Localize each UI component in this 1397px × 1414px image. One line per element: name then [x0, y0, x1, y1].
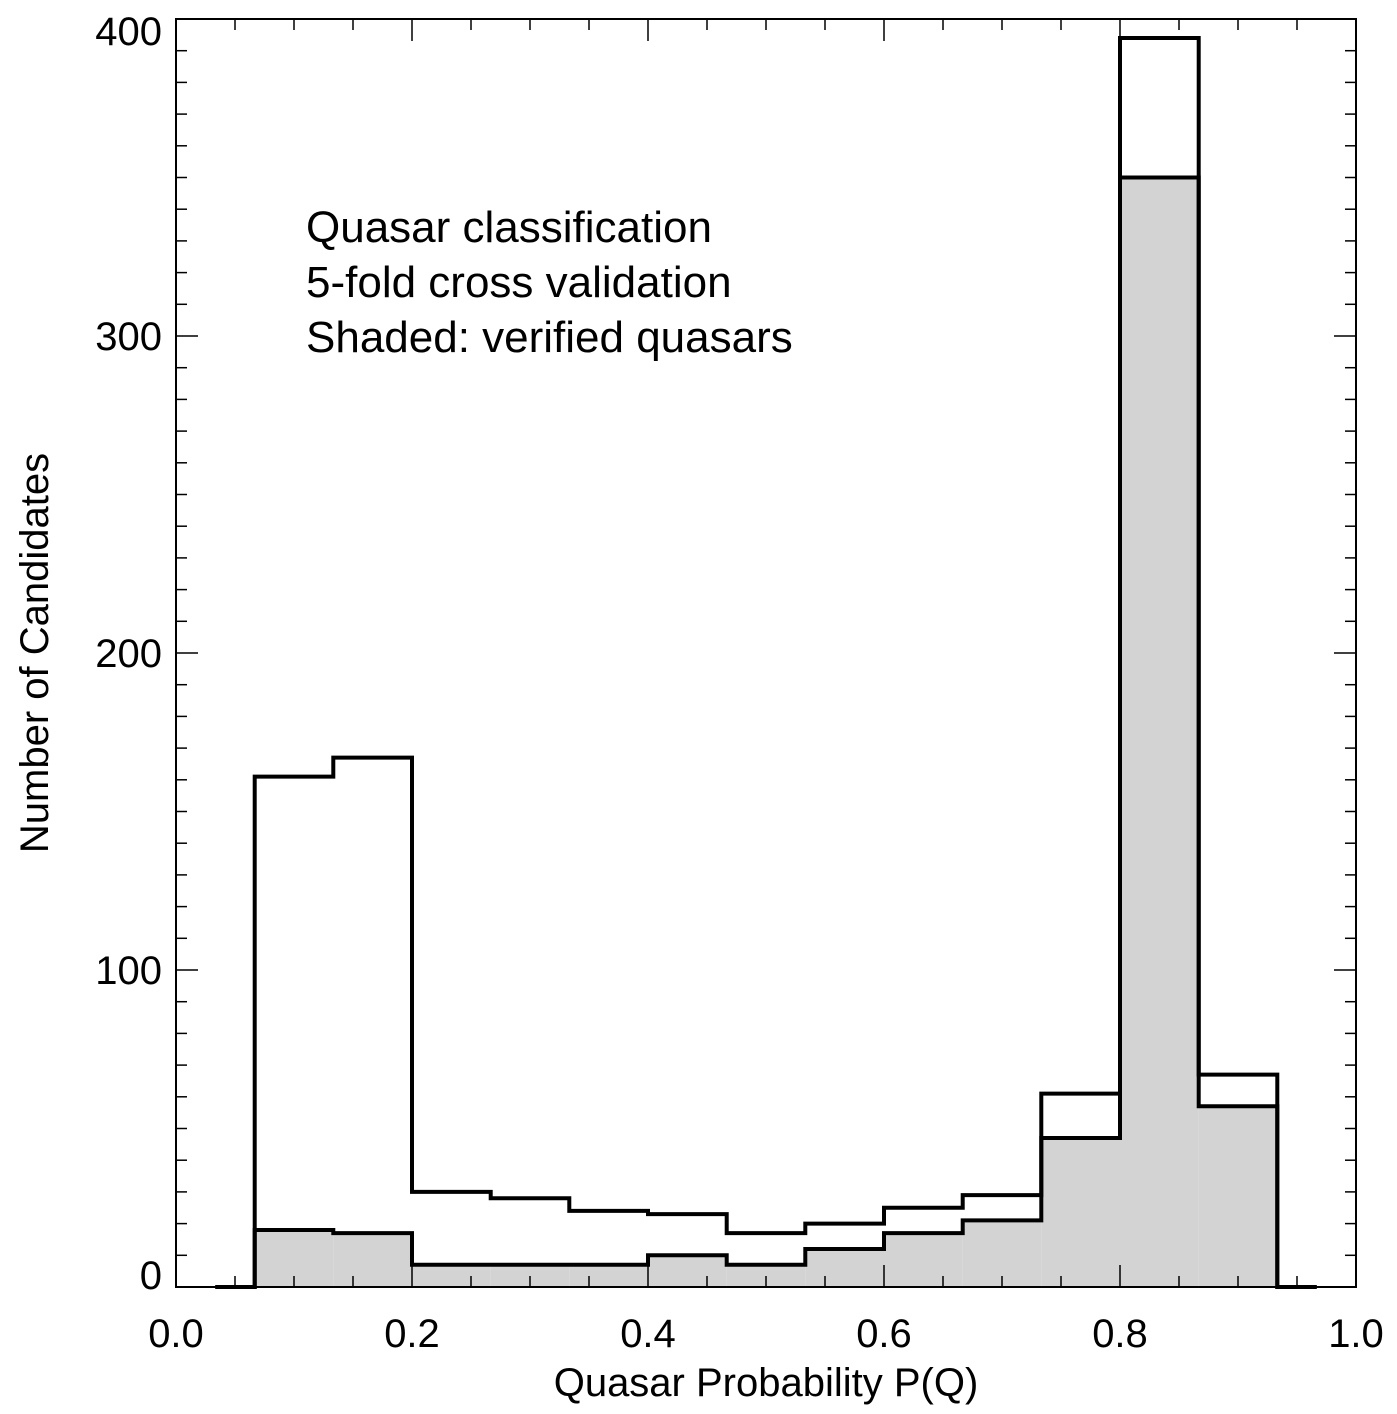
y-tick-label: 200 [95, 632, 162, 676]
shaded-bar [1041, 1138, 1120, 1287]
x-tick-label: 0.4 [620, 1312, 676, 1356]
shaded-bar [490, 1264, 570, 1287]
shaded-bar [412, 1264, 491, 1287]
annotation-line-1: Quasar classification [306, 203, 712, 252]
y-tick-label: 100 [95, 949, 162, 993]
shaded-bar [569, 1264, 648, 1287]
y-tick-label: 400 [95, 10, 162, 54]
x-tick-label: 0.8 [1092, 1312, 1148, 1356]
annotation-line-3: Shaded: verified quasars [306, 313, 793, 362]
shaded-bar [726, 1264, 806, 1287]
annotation-line-2: 5-fold cross validation [306, 258, 732, 307]
x-axis-title: Quasar Probability P(Q) [554, 1361, 979, 1405]
plot-frame [175, 18, 1357, 1288]
shaded-bar [1120, 177, 1199, 1287]
shaded-bar [333, 1233, 412, 1287]
shaded-bar [1198, 1106, 1278, 1287]
shaded-bar [805, 1248, 884, 1287]
x-tick-label: 0.0 [148, 1312, 204, 1356]
y-axis-title: Number of Candidates [13, 453, 57, 853]
x-tick-label: 0.6 [856, 1312, 912, 1356]
x-tick-label: 1.0 [1328, 1312, 1384, 1356]
outline-series-layer [215, 36, 1317, 1289]
shaded-bar [962, 1220, 1042, 1287]
shaded-series-step-line [215, 175, 1317, 1289]
y-tick-label: 300 [95, 315, 162, 359]
y-tick-label: 0 [140, 1254, 162, 1298]
tick-labels-layer: 0.0 0.2 0.4 0.6 0.8 1.0 0 100 200 300 400 [95, 10, 1384, 1356]
shaded-series-layer [254, 177, 1278, 1287]
outline-series-step-line [215, 36, 1317, 1289]
shaded-bar [648, 1255, 727, 1287]
x-tick-label: 0.2 [384, 1312, 440, 1356]
shaded-bar [884, 1233, 963, 1287]
